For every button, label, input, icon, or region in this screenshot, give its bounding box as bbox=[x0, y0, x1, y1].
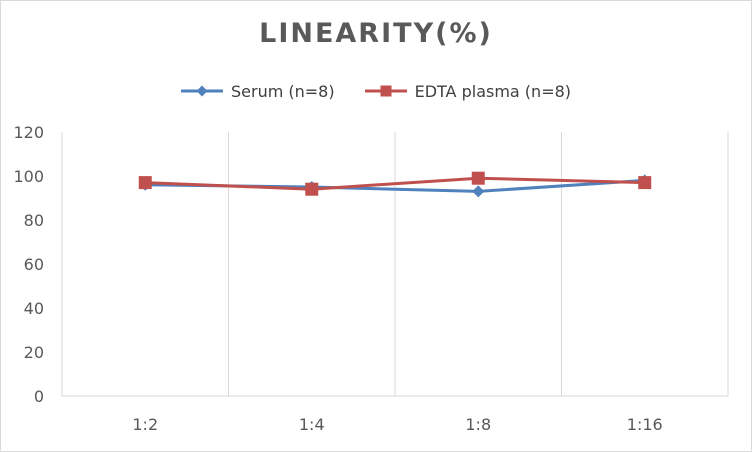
x-tick-label: 1:16 bbox=[627, 415, 663, 434]
x-tick-label: 1:8 bbox=[465, 415, 491, 434]
y-tick-label: 60 bbox=[24, 255, 44, 274]
legend-item-edta: EDTA plasma (n=8) bbox=[364, 81, 572, 101]
data-point-edta bbox=[138, 176, 152, 190]
data-point-edta bbox=[471, 171, 485, 185]
legend: Serum (n=8) EDTA plasma (n=8) bbox=[0, 80, 752, 102]
x-tick-label: 1:2 bbox=[132, 415, 158, 434]
chart-title: LINEARITY(%) bbox=[259, 18, 493, 49]
legend-serum-swatch bbox=[180, 85, 223, 97]
data-point-edta bbox=[305, 182, 319, 196]
legend-edta-swatch bbox=[364, 85, 407, 97]
y-tick-label: 120 bbox=[13, 123, 44, 142]
series-line-1 bbox=[145, 176, 645, 191]
legend-edta-label: EDTA plasma (n=8) bbox=[414, 81, 572, 101]
y-tick-label: 0 bbox=[34, 387, 44, 406]
y-tick-label: 40 bbox=[24, 299, 44, 318]
y-tick-label: 100 bbox=[13, 167, 44, 186]
y-tick-label: 20 bbox=[24, 343, 44, 362]
legend-item-serum: Serum (n=8) bbox=[180, 81, 335, 101]
data-point-edta bbox=[638, 176, 652, 190]
x-tick-label: 1:4 bbox=[299, 415, 325, 434]
data-point-serum bbox=[472, 185, 485, 198]
legend-serum-label: Serum (n=8) bbox=[230, 81, 335, 101]
y-tick-label: 80 bbox=[24, 211, 44, 230]
